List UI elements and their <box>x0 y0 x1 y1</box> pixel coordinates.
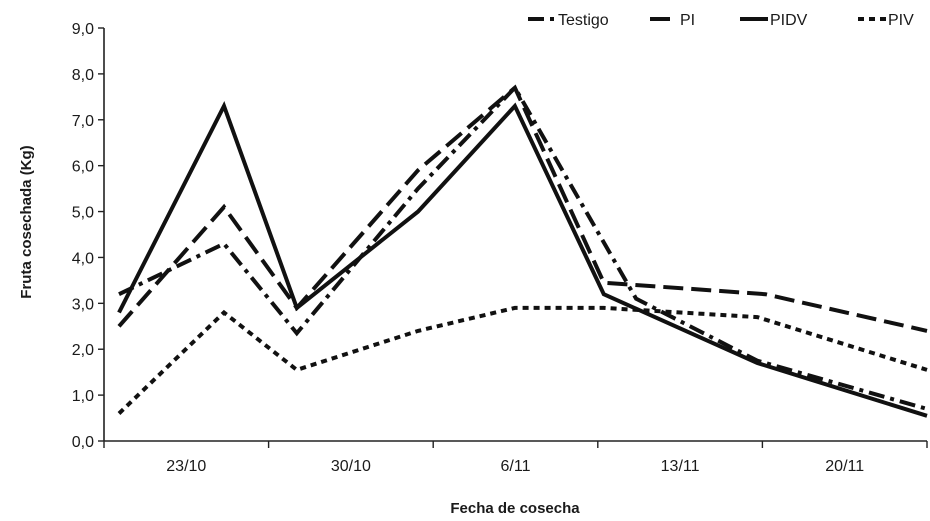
series-line-pi <box>117 84 928 333</box>
x-tick-label: 23/10 <box>166 458 206 475</box>
y-tick-label: 2,0 <box>72 342 94 359</box>
legend-label-piv: PIV <box>888 12 914 29</box>
y-tick-label: 5,0 <box>72 205 94 222</box>
legend-label-pidv: PIDV <box>770 12 808 29</box>
y-axis-title: Fruta cosechada (Kg) <box>18 145 35 298</box>
x-tick-label: 13/11 <box>661 458 700 475</box>
legend-label-testigo: Testigo <box>558 12 609 29</box>
series-line-testigo <box>118 84 928 411</box>
y-tick-label: 6,0 <box>72 159 94 176</box>
y-tick-label: 9,0 <box>72 21 94 38</box>
y-tick-label: 1,0 <box>72 388 94 405</box>
y-tick-label: 0,0 <box>72 434 94 451</box>
x-tick-label: 30/10 <box>331 458 371 475</box>
x-tick-label: 20/11 <box>825 458 864 475</box>
y-tick-label: 3,0 <box>72 296 94 313</box>
y-tick-label: 8,0 <box>72 67 94 84</box>
x-tick-label: 6/11 <box>501 458 531 475</box>
x-axis-title: Fecha de cosecha <box>450 500 580 517</box>
y-tick-label: 4,0 <box>72 250 94 267</box>
series-line-pidv <box>117 100 928 418</box>
y-tick-label: 7,0 <box>72 113 94 130</box>
legend-label-pi: PI <box>680 12 695 29</box>
series-line-piv <box>117 305 928 415</box>
